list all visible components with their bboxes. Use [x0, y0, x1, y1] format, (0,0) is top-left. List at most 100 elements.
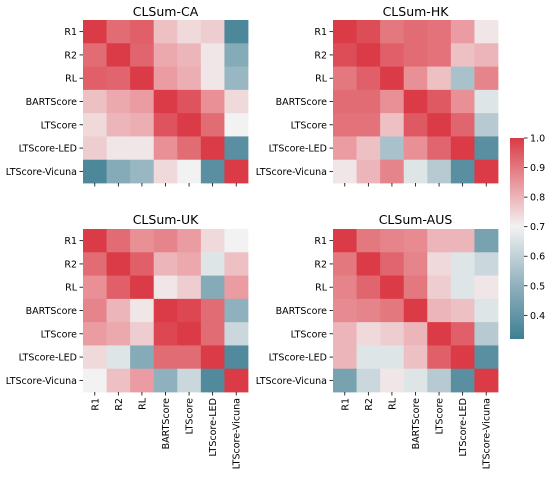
heatmap-cell: [83, 89, 107, 114]
heatmap-cell: [450, 159, 475, 184]
heatmap-cell: [83, 159, 107, 184]
heatmap-cell: [474, 345, 499, 370]
heatmap-cell: [177, 43, 202, 67]
x-tick-label: RL: [137, 397, 148, 410]
heatmap-cell: [153, 298, 178, 323]
heatmap-cell: [106, 20, 131, 44]
heatmap-cell: [380, 252, 405, 276]
heatmap-cell: [474, 322, 499, 346]
heatmap-cell: [200, 298, 225, 323]
heatmap-cell: [177, 229, 202, 253]
heatmap-cell: [200, 159, 225, 184]
heatmap-cell: [403, 229, 428, 253]
heatmap-cell: [153, 113, 178, 137]
heatmap-cell: [403, 136, 428, 161]
heatmap-cell: [403, 298, 428, 323]
heatmap-cell: [333, 275, 357, 300]
heatmap-cell: [427, 159, 452, 184]
y-tick-label: BARTScore: [26, 97, 77, 108]
heatmap-cell: [200, 113, 225, 137]
y-tick-label: RL: [315, 283, 328, 294]
heatmap-cell: [333, 298, 357, 323]
colorbar-tick-label: 1.0: [530, 134, 545, 145]
heatmap-cell: [333, 136, 357, 161]
heatmap-cell: [224, 345, 249, 370]
heatmap-cell: [474, 159, 499, 184]
heatmap-cell: [83, 20, 107, 44]
heatmap-cell: [83, 252, 107, 276]
heatmap-cell: [356, 322, 381, 346]
heatmap-cell: [130, 298, 155, 323]
heatmap-cell: [333, 20, 357, 44]
heatmap-cell: [153, 136, 178, 161]
heatmap-cell: [333, 322, 357, 346]
heatmap-cell: [153, 66, 178, 91]
panel-title: CLSum-AUS: [379, 212, 453, 227]
heatmap-cell: [106, 345, 131, 370]
heatmap-cell: [474, 89, 499, 114]
heatmap-cell: [474, 136, 499, 161]
heatmap-cell: [224, 229, 249, 253]
heatmap-cell: [403, 89, 428, 114]
colorbar-tick-label: 0.9: [530, 163, 545, 174]
heatmap-cell: [200, 368, 225, 393]
heatmap-cell: [106, 66, 131, 91]
heatmap-cell: [427, 89, 452, 114]
heatmap-cell: [380, 345, 405, 370]
heatmap-cell: [224, 43, 249, 67]
y-tick-label: LTScore: [291, 120, 328, 131]
heatmap-cell: [83, 322, 107, 346]
x-tick-label: LTScore-Vicuna: [232, 398, 243, 469]
heatmap-cell: [380, 89, 405, 114]
heatmap-cell: [130, 275, 155, 300]
heatmap-cell: [224, 252, 249, 276]
heatmap-cell: [153, 159, 178, 184]
heatmap-cell: [333, 252, 357, 276]
heatmap-panel-4: CLSum-AUS R1 R2 RL BARTScore LTScore LTScore-L…: [256, 212, 499, 469]
heatmap-cell: [474, 43, 499, 67]
heatmap-cell: [83, 345, 107, 370]
heatmap-cell: [333, 89, 357, 114]
heatmap-cell: [224, 66, 249, 91]
heatmap-cell: [450, 136, 475, 161]
heatmap-cell: [450, 322, 475, 346]
heatmap-cell: [380, 368, 405, 393]
heatmap-cell: [106, 89, 131, 114]
y-tick-label: LTScore-LED: [19, 353, 77, 364]
heatmap-cell: [130, 252, 155, 276]
heatmap-cell: [356, 229, 381, 253]
heatmap-cell: [450, 113, 475, 137]
heatmap-cell: [380, 113, 405, 137]
heatmap-cell: [333, 368, 357, 393]
heatmap-cell: [130, 368, 155, 393]
heatmap-cell: [403, 159, 428, 184]
colorbar-tick-label: 0.8: [530, 193, 545, 204]
colorbar: 1.0 0.9 0.8 0.7 0.6 0.5 0.4: [510, 134, 545, 339]
heatmap-cell: [380, 159, 405, 184]
heatmap-cell: [200, 43, 225, 67]
heatmap-cell: [130, 20, 155, 44]
heatmap-cell: [106, 275, 131, 300]
heatmap-cell: [177, 368, 202, 393]
heatmap-cell: [224, 275, 249, 300]
heatmap-cell: [83, 275, 107, 300]
heatmap-cell: [356, 66, 381, 91]
heatmap-cell: [200, 20, 225, 44]
heatmap-cell: [106, 322, 131, 346]
heatmap-cell: [130, 322, 155, 346]
heatmap-cell: [153, 89, 178, 114]
x-tick-label: LTScore-LED: [208, 398, 219, 456]
heatmap-cell: [153, 43, 178, 67]
y-tick-label: R1: [64, 236, 77, 247]
heatmap-cell: [427, 275, 452, 300]
heatmap-cell: [333, 43, 357, 67]
y-tick-label: LTScore: [41, 120, 78, 131]
heatmap-cell: [427, 368, 452, 393]
heatmap-cell: [403, 368, 428, 393]
heatmap-cell: [200, 322, 225, 346]
y-tick-label: LTScore-LED: [19, 144, 77, 155]
heatmap-cell: [427, 136, 452, 161]
heatmap-cell: [403, 66, 428, 91]
heatmap-cell: [106, 136, 131, 161]
x-tick-label: R1: [340, 398, 351, 411]
